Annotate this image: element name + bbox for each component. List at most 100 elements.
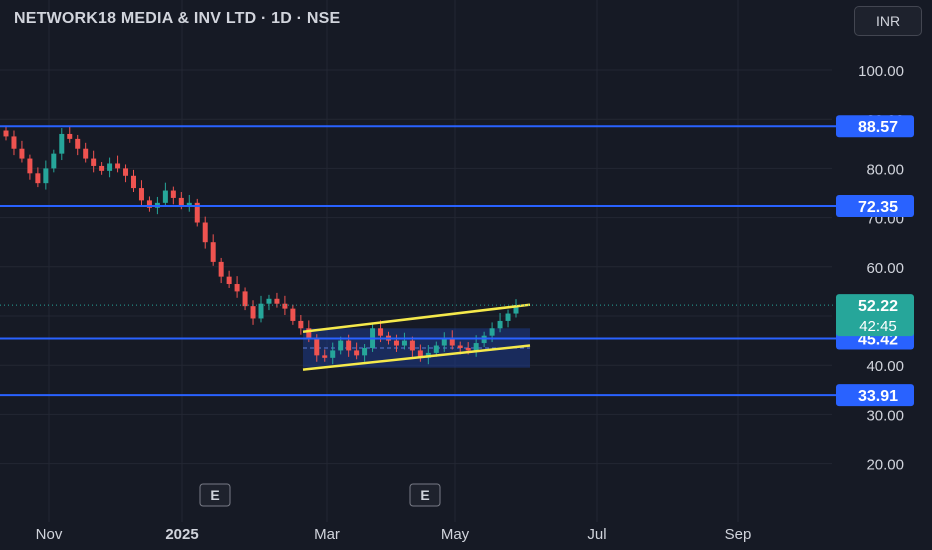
candle-body xyxy=(75,138,81,149)
earnings-marker-box xyxy=(199,483,231,507)
candle xyxy=(338,336,344,355)
y-tick-label: 20.00 xyxy=(866,457,904,474)
candle xyxy=(298,315,304,335)
candle xyxy=(401,332,407,350)
candle-body xyxy=(83,148,89,159)
candle xyxy=(210,234,216,266)
candle xyxy=(11,130,17,156)
candle xyxy=(131,169,136,193)
candle-body xyxy=(362,347,368,356)
last-price-label: 52.22 xyxy=(858,298,898,315)
candle xyxy=(417,344,423,362)
candle-body xyxy=(449,338,455,346)
candle-body xyxy=(457,345,463,348)
candle xyxy=(330,342,336,365)
candle-body xyxy=(210,242,216,262)
candle xyxy=(505,309,511,328)
y-tick-label: 80.00 xyxy=(866,161,904,178)
level-label: 72.35 xyxy=(858,199,898,216)
x-tick-label: Nov xyxy=(36,526,63,543)
candle-body xyxy=(51,153,57,169)
candle-body xyxy=(250,306,256,319)
candle-body xyxy=(162,190,168,203)
candle-body xyxy=(67,133,73,139)
candle xyxy=(35,167,41,188)
earnings-marker[interactable]: E xyxy=(199,483,231,507)
candle-body xyxy=(322,355,328,358)
candle-body xyxy=(409,340,415,351)
x-tick-label: Jul xyxy=(587,526,606,543)
candle xyxy=(162,182,168,207)
candle-body xyxy=(35,173,41,184)
candle xyxy=(218,257,224,284)
candle xyxy=(242,287,248,311)
candle xyxy=(51,149,57,173)
symbol-title[interactable]: NETWORK18 MEDIA & INV LTD · 1D · NSE xyxy=(14,10,341,27)
earnings-marker-label: E xyxy=(210,487,219,503)
candle-body xyxy=(473,343,479,351)
candle xyxy=(250,300,256,325)
candle-body xyxy=(178,197,184,206)
x-tick-label: 2025 xyxy=(165,526,198,543)
candle-body xyxy=(138,188,144,201)
channel-upper-line xyxy=(302,303,531,333)
candle xyxy=(43,160,49,190)
candle-body xyxy=(99,165,105,171)
candle xyxy=(123,164,129,183)
x-tick-label: May xyxy=(441,526,470,543)
candle-body xyxy=(234,284,240,292)
candle xyxy=(107,157,113,178)
candle-body xyxy=(59,133,65,154)
candle-body xyxy=(146,200,152,208)
candle-body xyxy=(19,148,25,159)
level-label: 33.91 xyxy=(858,388,898,405)
candle xyxy=(266,294,272,311)
candle-body xyxy=(3,130,9,137)
candle xyxy=(99,162,105,175)
candle xyxy=(194,198,200,227)
candle-body xyxy=(266,298,272,304)
countdown-label: 42:45 xyxy=(859,318,897,335)
candle-body xyxy=(306,328,312,339)
candle xyxy=(322,349,328,362)
candle-body xyxy=(505,313,511,321)
candle-body xyxy=(513,305,519,314)
candle-body xyxy=(218,261,224,277)
candle-body xyxy=(393,340,399,346)
candle-body xyxy=(489,328,495,336)
candle-body xyxy=(441,338,447,346)
candle xyxy=(170,186,176,205)
candle xyxy=(258,295,264,323)
candle-body xyxy=(131,175,136,189)
level-label-bg xyxy=(836,195,914,218)
candle-body xyxy=(27,158,33,174)
y-tick-label: 40.00 xyxy=(866,358,904,375)
candle-body xyxy=(401,340,407,346)
candle-body xyxy=(497,320,503,329)
y-tick-label: 60.00 xyxy=(866,260,904,277)
earnings-marker[interactable]: E xyxy=(409,483,441,507)
candle xyxy=(67,126,73,143)
currency-button[interactable]: INR xyxy=(854,6,922,36)
candle-body xyxy=(194,202,200,223)
candle xyxy=(497,313,503,333)
candle xyxy=(27,154,33,180)
candle-body xyxy=(338,340,344,351)
candle-body xyxy=(242,291,248,307)
candle-body xyxy=(258,303,264,319)
candle-body xyxy=(91,158,97,166)
candle-body xyxy=(107,163,113,171)
candle-body xyxy=(290,308,296,321)
candle xyxy=(234,276,240,298)
candle xyxy=(441,332,447,352)
candle xyxy=(354,342,360,360)
candle-body xyxy=(314,338,320,356)
candle-body xyxy=(433,345,439,353)
y-tick-label: 100.00 xyxy=(858,63,904,80)
candle xyxy=(370,322,376,352)
candle xyxy=(91,150,97,173)
candle-body xyxy=(115,163,121,169)
y-tick-label: 30.00 xyxy=(866,407,904,424)
